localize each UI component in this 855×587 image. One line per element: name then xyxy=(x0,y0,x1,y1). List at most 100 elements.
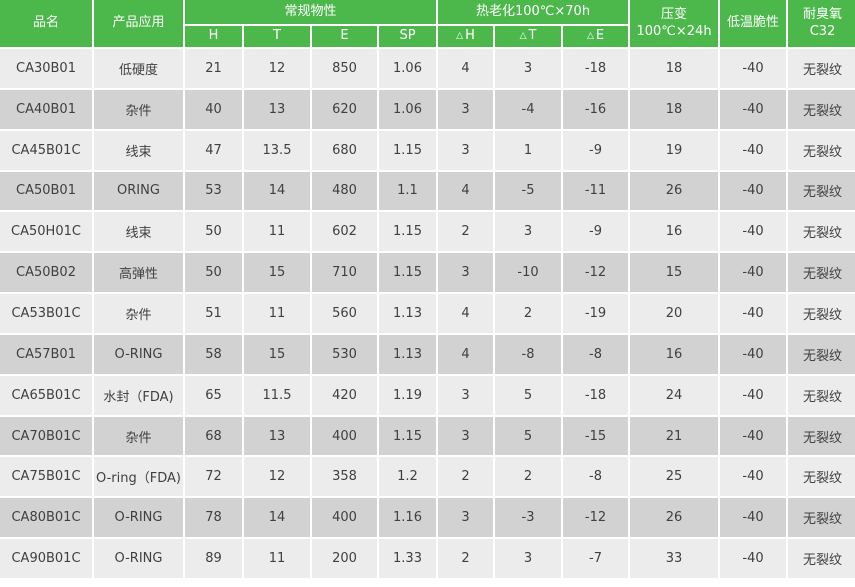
cell-ozone-resistance: 无裂纹 xyxy=(786,169,855,213)
cell-product-name: CA50H01C xyxy=(0,210,94,254)
cell-delta-tensile: -4 xyxy=(493,87,564,131)
subcol-tensile: T xyxy=(242,24,312,49)
table-row: CA90B01C O-RING 89 11 200 1.33 2 3 -7 33… xyxy=(0,537,855,580)
cell-tensile: 13 xyxy=(242,414,312,458)
cell-delta-tensile: 2 xyxy=(493,292,564,335)
cell-delta-tensile: 5 xyxy=(493,414,564,458)
cell-specific-gravity: 1.15 xyxy=(376,251,439,295)
cell-application: 线束 xyxy=(92,128,185,172)
cell-low-temp-brittleness: -40 xyxy=(718,455,789,499)
table-row: CA57B01 O-RING 58 15 530 1.13 4 -8 -8 16… xyxy=(0,332,855,376)
table-row: CA75B01C O-ring（FDA) 72 12 358 1.2 2 2 -… xyxy=(0,455,855,499)
cell-hardness: 47 xyxy=(183,128,244,172)
cell-specific-gravity: 1.2 xyxy=(376,455,439,499)
subcol-hardness: H xyxy=(183,24,244,49)
cell-application: 杂件 xyxy=(92,414,185,458)
cell-specific-gravity: 1.15 xyxy=(376,210,439,254)
cell-delta-elongation: -7 xyxy=(561,537,631,580)
cell-application: 高弹性 xyxy=(92,251,185,295)
ozone-condition: C32 xyxy=(809,23,836,39)
table-row: CA50H01C 线束 50 11 602 1.15 2 3 -9 16 -40… xyxy=(0,210,855,254)
cell-delta-hardness: 2 xyxy=(436,210,496,254)
cell-product-name: CA50B02 xyxy=(0,251,94,295)
cell-delta-elongation: -8 xyxy=(561,332,631,376)
cell-delta-tensile: 2 xyxy=(493,455,564,499)
cell-compression-set: 21 xyxy=(628,414,721,458)
cell-low-temp-brittleness: -40 xyxy=(718,414,789,458)
cell-compression-set: 24 xyxy=(628,373,721,417)
cell-elongation: 850 xyxy=(310,47,379,90)
cell-delta-tensile: 3 xyxy=(493,210,564,254)
cell-hardness: 53 xyxy=(183,169,244,213)
cell-elongation: 400 xyxy=(310,414,379,458)
cell-compression-set: 18 xyxy=(628,87,721,131)
cell-compression-set: 16 xyxy=(628,332,721,376)
cell-compression-set: 26 xyxy=(628,496,721,540)
cell-hardness: 21 xyxy=(183,47,244,90)
col-header-application: 产品应用 xyxy=(92,0,185,49)
cell-delta-elongation: -12 xyxy=(561,251,631,295)
cell-elongation: 200 xyxy=(310,537,379,580)
cell-delta-tensile: 1 xyxy=(493,128,564,172)
cell-application: ORING xyxy=(92,169,185,213)
cell-ozone-resistance: 无裂纹 xyxy=(786,414,855,458)
table-row: CA45B01C 线束 47 13.5 680 1.15 3 1 -9 19 -… xyxy=(0,128,855,172)
cell-application: 杂件 xyxy=(92,87,185,131)
cell-delta-elongation: -18 xyxy=(561,373,631,417)
cell-tensile: 15 xyxy=(242,251,312,295)
cell-elongation: 358 xyxy=(310,455,379,499)
cell-specific-gravity: 1.15 xyxy=(376,414,439,458)
cell-delta-hardness: 3 xyxy=(436,87,496,131)
cell-compression-set: 18 xyxy=(628,47,721,90)
cell-elongation: 560 xyxy=(310,292,379,335)
cell-tensile: 14 xyxy=(242,496,312,540)
cell-product-name: CA65B01C xyxy=(0,373,94,417)
cell-tensile: 11 xyxy=(242,292,312,335)
cell-tensile: 12 xyxy=(242,455,312,499)
cell-ozone-resistance: 无裂纹 xyxy=(786,251,855,295)
table-row: CA50B01 ORING 53 14 480 1.1 4 -5 -11 26 … xyxy=(0,169,855,213)
cell-delta-hardness: 4 xyxy=(436,332,496,376)
ozone-label: 耐臭氧 xyxy=(803,7,843,23)
table-header: 品名 产品应用 常规物性 热老化100℃×70h 压变 100℃×24h 低温脆… xyxy=(0,0,855,49)
cell-ozone-resistance: 无裂纹 xyxy=(786,496,855,540)
cell-product-name: CA90B01C xyxy=(0,537,94,580)
cell-elongation: 620 xyxy=(310,87,379,131)
delta-icon: △ xyxy=(586,31,594,42)
cell-delta-hardness: 4 xyxy=(436,169,496,213)
cell-specific-gravity: 1.06 xyxy=(376,87,439,131)
subcol-elongation: E xyxy=(310,24,379,49)
cell-application: 水封（FDA) xyxy=(92,373,185,417)
cell-delta-hardness: 3 xyxy=(436,414,496,458)
cell-specific-gravity: 1.13 xyxy=(376,332,439,376)
cell-delta-elongation: -19 xyxy=(561,292,631,335)
cell-specific-gravity: 1.33 xyxy=(376,537,439,580)
cell-application: O-ring（FDA) xyxy=(92,455,185,499)
cell-product-name: CA70B01C xyxy=(0,414,94,458)
cell-delta-tensile: 3 xyxy=(493,47,564,90)
cell-compression-set: 33 xyxy=(628,537,721,580)
cell-product-name: CA53B01C xyxy=(0,292,94,335)
cell-hardness: 50 xyxy=(183,210,244,254)
cell-delta-hardness: 3 xyxy=(436,496,496,540)
cell-delta-elongation: -18 xyxy=(561,47,631,90)
cell-delta-elongation: -12 xyxy=(561,496,631,540)
cell-delta-elongation: -9 xyxy=(561,210,631,254)
cell-tensile: 11 xyxy=(242,537,312,580)
cell-delta-hardness: 4 xyxy=(436,47,496,90)
cell-hardness: 78 xyxy=(183,496,244,540)
delta-icon: △ xyxy=(456,31,464,42)
cell-product-name: CA75B01C xyxy=(0,455,94,499)
cell-specific-gravity: 1.13 xyxy=(376,292,439,335)
table-row: CA50B02 高弹性 50 15 710 1.15 3 -10 -12 15 … xyxy=(0,251,855,295)
cell-elongation: 710 xyxy=(310,251,379,295)
cell-compression-set: 15 xyxy=(628,251,721,295)
cell-ozone-resistance: 无裂纹 xyxy=(786,332,855,376)
cell-delta-tensile: 5 xyxy=(493,373,564,417)
cell-low-temp-brittleness: -40 xyxy=(718,47,789,90)
cell-application: 低硬度 xyxy=(92,47,185,90)
cell-low-temp-brittleness: -40 xyxy=(718,87,789,131)
cell-hardness: 65 xyxy=(183,373,244,417)
cell-low-temp-brittleness: -40 xyxy=(718,169,789,213)
